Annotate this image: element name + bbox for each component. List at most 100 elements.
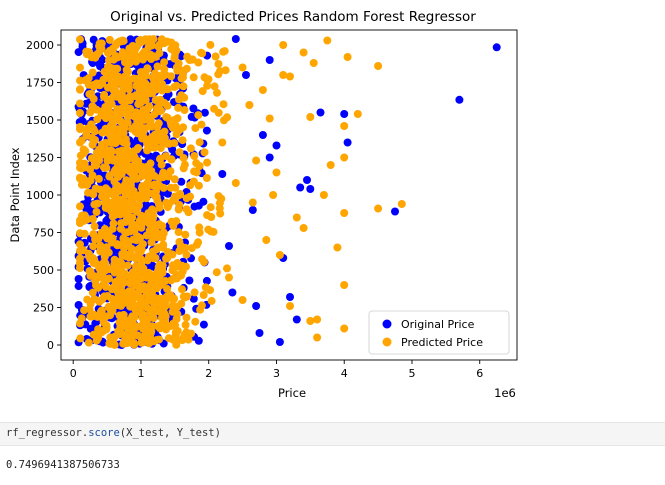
data-point [111, 125, 120, 134]
data-point [137, 255, 146, 264]
data-point [163, 284, 172, 293]
data-point [183, 52, 192, 61]
data-point [275, 338, 284, 346]
code-method: score [88, 427, 120, 439]
data-point [218, 170, 227, 178]
data-point [164, 172, 173, 181]
data-point [123, 261, 132, 270]
data-point [228, 288, 237, 297]
x-axis-offset-label: 1e6 [494, 386, 516, 400]
data-point [124, 338, 132, 347]
data-point [340, 324, 349, 333]
data-point [340, 281, 349, 289]
data-point [108, 285, 116, 294]
data-point [80, 229, 89, 238]
data-point [74, 48, 83, 57]
data-point [138, 284, 147, 293]
data-point [76, 240, 84, 249]
data-point [84, 74, 93, 83]
data-point [93, 199, 102, 208]
data-point [79, 145, 88, 154]
data-point [87, 53, 96, 62]
data-point [202, 276, 211, 285]
data-point [340, 209, 349, 217]
data-point [306, 317, 315, 325]
data-point [148, 122, 157, 131]
data-point [103, 96, 112, 105]
data-point [214, 70, 223, 79]
data-point [323, 36, 332, 45]
data-point [143, 256, 152, 265]
data-point [119, 128, 128, 137]
y-tick-label: 1000 [26, 189, 54, 202]
y-tick-label: 1500 [26, 114, 54, 127]
data-point [279, 71, 288, 79]
data-point [179, 154, 188, 162]
data-point [76, 319, 84, 328]
data-point [168, 301, 177, 310]
data-point [157, 106, 165, 115]
data-point [106, 63, 115, 72]
data-point [95, 42, 104, 51]
data-point [135, 36, 144, 45]
data-point [76, 254, 84, 263]
data-point [105, 146, 114, 155]
data-point [313, 315, 322, 324]
x-tick-label: 4 [341, 367, 348, 380]
data-point [147, 238, 156, 247]
data-point [174, 228, 183, 237]
data-point [179, 123, 188, 132]
x-tick-label: 5 [408, 367, 415, 380]
data-point [185, 276, 194, 285]
data-point [85, 252, 93, 261]
data-point [126, 181, 135, 190]
data-point [86, 108, 95, 117]
data-point [306, 113, 315, 121]
data-point [200, 108, 209, 117]
data-point [139, 240, 147, 249]
data-point [197, 120, 206, 129]
data-point [142, 231, 151, 240]
data-point [181, 230, 190, 239]
data-point [177, 52, 186, 61]
data-point [102, 163, 111, 172]
data-point [82, 99, 91, 108]
data-point [296, 183, 305, 192]
data-point [102, 217, 111, 225]
data-point [242, 71, 250, 79]
data-point [190, 202, 199, 211]
data-point [174, 59, 183, 68]
data-point [162, 325, 170, 334]
data-point [182, 313, 191, 322]
data-point [145, 102, 154, 111]
data-point [156, 324, 165, 333]
data-point [76, 85, 84, 94]
data-point [492, 43, 501, 52]
data-point [90, 222, 99, 231]
data-point [180, 160, 189, 169]
data-point [74, 282, 83, 291]
data-point [114, 290, 123, 299]
data-point [197, 301, 206, 310]
data-point [172, 130, 181, 139]
data-point [319, 191, 328, 199]
data-point [86, 324, 95, 333]
data-point [128, 220, 137, 228]
data-point [135, 216, 144, 225]
data-point [191, 124, 200, 133]
data-point [186, 181, 195, 190]
data-point [132, 322, 141, 331]
data-point [175, 95, 183, 104]
data-point [182, 64, 191, 73]
data-point [136, 248, 145, 257]
legend-marker-original [382, 319, 392, 329]
data-point [95, 81, 104, 90]
data-point [127, 244, 136, 253]
data-point [190, 152, 199, 160]
code-cell[interactable]: rf_regressor.score(X_test, Y_test) [0, 422, 665, 446]
data-point [199, 197, 208, 206]
data-point [123, 331, 132, 340]
data-point [110, 255, 119, 264]
data-point [76, 202, 84, 211]
data-point [98, 147, 107, 156]
